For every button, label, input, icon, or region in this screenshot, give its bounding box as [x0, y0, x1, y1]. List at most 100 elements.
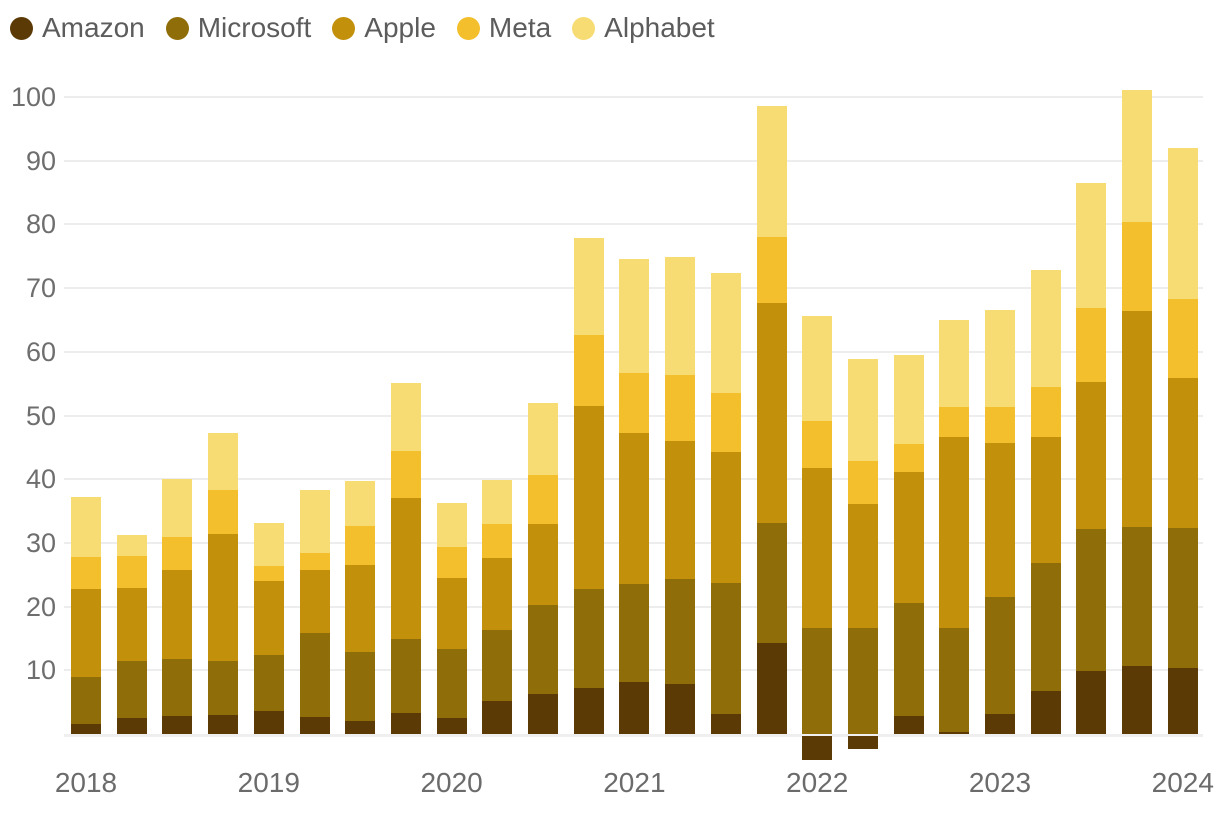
y-axis-tick-label: 10 — [25, 655, 56, 686]
legend-swatch-icon — [10, 16, 33, 40]
bar-segment-apple-2020-q1 — [436, 577, 467, 650]
bar-segment-apple-2023-q1 — [985, 442, 1015, 598]
bar-segment-microsoft-2020-q3 — [528, 605, 558, 694]
y-axis-tick-label: 90 — [25, 145, 56, 176]
bar-segment-apple-2021-q1 — [619, 433, 650, 584]
bar-segment-microsoft-2021-q4 — [756, 523, 787, 643]
bar-segment-microsoft-2019-q1 — [253, 655, 284, 712]
bar-segment-apple-2022-q1 — [802, 468, 833, 628]
bar-segment-microsoft-2018-q2 — [116, 661, 147, 719]
bar-segment-amazon-2020-q3 — [528, 693, 558, 734]
bar-segment-amazon-2018-q3 — [162, 715, 193, 734]
bar-segment-amazon-2022-q1 — [802, 736, 833, 761]
bar-segment-amazon-2020-q4 — [573, 688, 604, 734]
bar-segment-meta-2021-q3 — [710, 393, 741, 452]
bar-segment-apple-2021-q4 — [756, 302, 787, 524]
bar-segment-microsoft-2022-q1 — [802, 627, 833, 734]
bar-segment-meta-2020-q3 — [528, 474, 558, 525]
bar-segment-microsoft-2019-q3 — [345, 652, 376, 721]
y-axis-tick-label: 60 — [25, 336, 56, 367]
bar-segment-microsoft-2019-q2 — [299, 633, 330, 718]
bar-segment-microsoft-2020-q4 — [573, 589, 604, 689]
bar-segment-microsoft-2020-q2 — [482, 629, 513, 701]
bar-segment-microsoft-2023-q3 — [1076, 528, 1107, 671]
bar-segment-amazon-2020-q1 — [436, 718, 467, 734]
bar-segment-amazon-2022-q4 — [939, 732, 970, 734]
bar-segment-apple-2022-q3 — [893, 471, 924, 604]
gridline — [64, 223, 1203, 226]
bar-segment-apple-2018-q4 — [208, 533, 239, 662]
legend-item-meta: Meta — [456, 12, 552, 43]
legend-swatch-icon — [572, 16, 596, 40]
bar-segment-amazon-2019-q4 — [390, 712, 421, 734]
bar-segment-alphabet-2022-q4 — [939, 319, 970, 407]
bar-segment-amazon-2018-q4 — [208, 714, 239, 734]
bar-segment-alphabet-2018-q4 — [208, 433, 239, 491]
bar-segment-alphabet-2023-q3 — [1076, 182, 1107, 309]
bar-segment-alphabet-2022-q3 — [893, 354, 924, 444]
bar-segment-alphabet-2019-q4 — [390, 383, 421, 452]
bar-segment-meta-2018-q1 — [71, 556, 101, 589]
bar-segment-amazon-2020-q2 — [482, 700, 513, 734]
bar-segment-apple-2022-q2 — [847, 504, 878, 628]
bar-segment-amazon-2021-q4 — [756, 642, 787, 734]
legend-label: Alphabet — [604, 12, 715, 43]
bar-segment-apple-2020-q4 — [573, 405, 604, 590]
bar-segment-apple-2018-q3 — [162, 569, 193, 660]
x-axis-tick-label: 2024 — [1151, 767, 1214, 798]
bar-segment-alphabet-2021-q4 — [756, 105, 787, 238]
bar-segment-meta-2019-q3 — [345, 526, 376, 566]
y-axis-tick-label: 70 — [25, 273, 56, 304]
legend-swatch-icon — [165, 16, 189, 40]
bar-segment-meta-2018-q2 — [116, 555, 147, 589]
bar-segment-amazon-2019-q2 — [299, 717, 330, 734]
x-axis-tick-label: 2018 — [54, 767, 118, 798]
bar-segment-alphabet-2020-q2 — [482, 479, 513, 525]
bar-segment-meta-2022-q4 — [939, 406, 970, 437]
bar-segment-apple-2022-q4 — [939, 436, 970, 628]
legend-item-alphabet: Alphabet — [572, 14, 715, 42]
bar-segment-amazon-2019-q1 — [253, 711, 284, 734]
bar-segment-microsoft-2020-q1 — [436, 649, 467, 719]
bar-segment-meta-2021-q2 — [665, 374, 696, 441]
bar-segment-apple-2021-q2 — [665, 440, 696, 580]
bar-segment-microsoft-2022-q4 — [939, 627, 970, 733]
bar-segment-meta-2023-q2 — [1030, 386, 1061, 437]
bar-segment-microsoft-2021-q3 — [710, 583, 741, 714]
bar-segment-amazon-2021-q1 — [619, 682, 650, 734]
legend-swatch-icon — [332, 16, 356, 40]
bar-segment-apple-2023-q3 — [1076, 382, 1107, 529]
bar-segment-meta-2019-q1 — [253, 565, 284, 582]
bar-segment-alphabet-2021-q3 — [710, 272, 741, 394]
bar-segment-meta-2023-q4 — [1122, 221, 1153, 312]
bar-segment-microsoft-2019-q4 — [390, 639, 421, 713]
bar-segment-microsoft-2022-q3 — [893, 603, 924, 716]
bar-segment-alphabet-2018-q2 — [116, 535, 147, 556]
legend-label: Apple — [364, 12, 436, 43]
bar-segment-apple-2024-q1 — [1167, 377, 1198, 529]
bar-segment-apple-2019-q4 — [390, 497, 421, 640]
bar-segment-meta-2021-q4 — [756, 237, 787, 303]
bar-segment-apple-2020-q2 — [482, 557, 513, 630]
bar-segment-amazon-2022-q3 — [893, 715, 924, 734]
bar-segment-amazon-2019-q3 — [345, 720, 376, 734]
bar-segment-apple-2019-q3 — [345, 565, 376, 653]
bar-segment-apple-2023-q4 — [1122, 311, 1153, 527]
bar-segment-apple-2021-q3 — [710, 451, 741, 584]
bar-segment-alphabet-2019-q3 — [345, 481, 376, 527]
bar-segment-alphabet-2018-q1 — [71, 497, 101, 557]
x-axis-tick-label: 2021 — [603, 767, 666, 798]
bar-segment-meta-2018-q3 — [162, 537, 193, 570]
bar-segment-meta-2024-q1 — [1167, 298, 1198, 378]
bar-segment-amazon-2021-q3 — [710, 713, 741, 734]
bar-segment-alphabet-2022-q1 — [802, 316, 833, 421]
bar-segment-apple-2023-q2 — [1030, 436, 1061, 564]
bar-segment-amazon-2023-q4 — [1122, 666, 1153, 734]
bar-segment-meta-2021-q1 — [619, 372, 650, 434]
bar-segment-meta-2022-q1 — [802, 420, 833, 469]
legend-label: Meta — [488, 12, 552, 43]
y-axis-tick-label: 20 — [25, 591, 56, 622]
bar-segment-meta-2018-q4 — [208, 490, 239, 534]
bar-segment-apple-2018-q2 — [116, 588, 147, 662]
